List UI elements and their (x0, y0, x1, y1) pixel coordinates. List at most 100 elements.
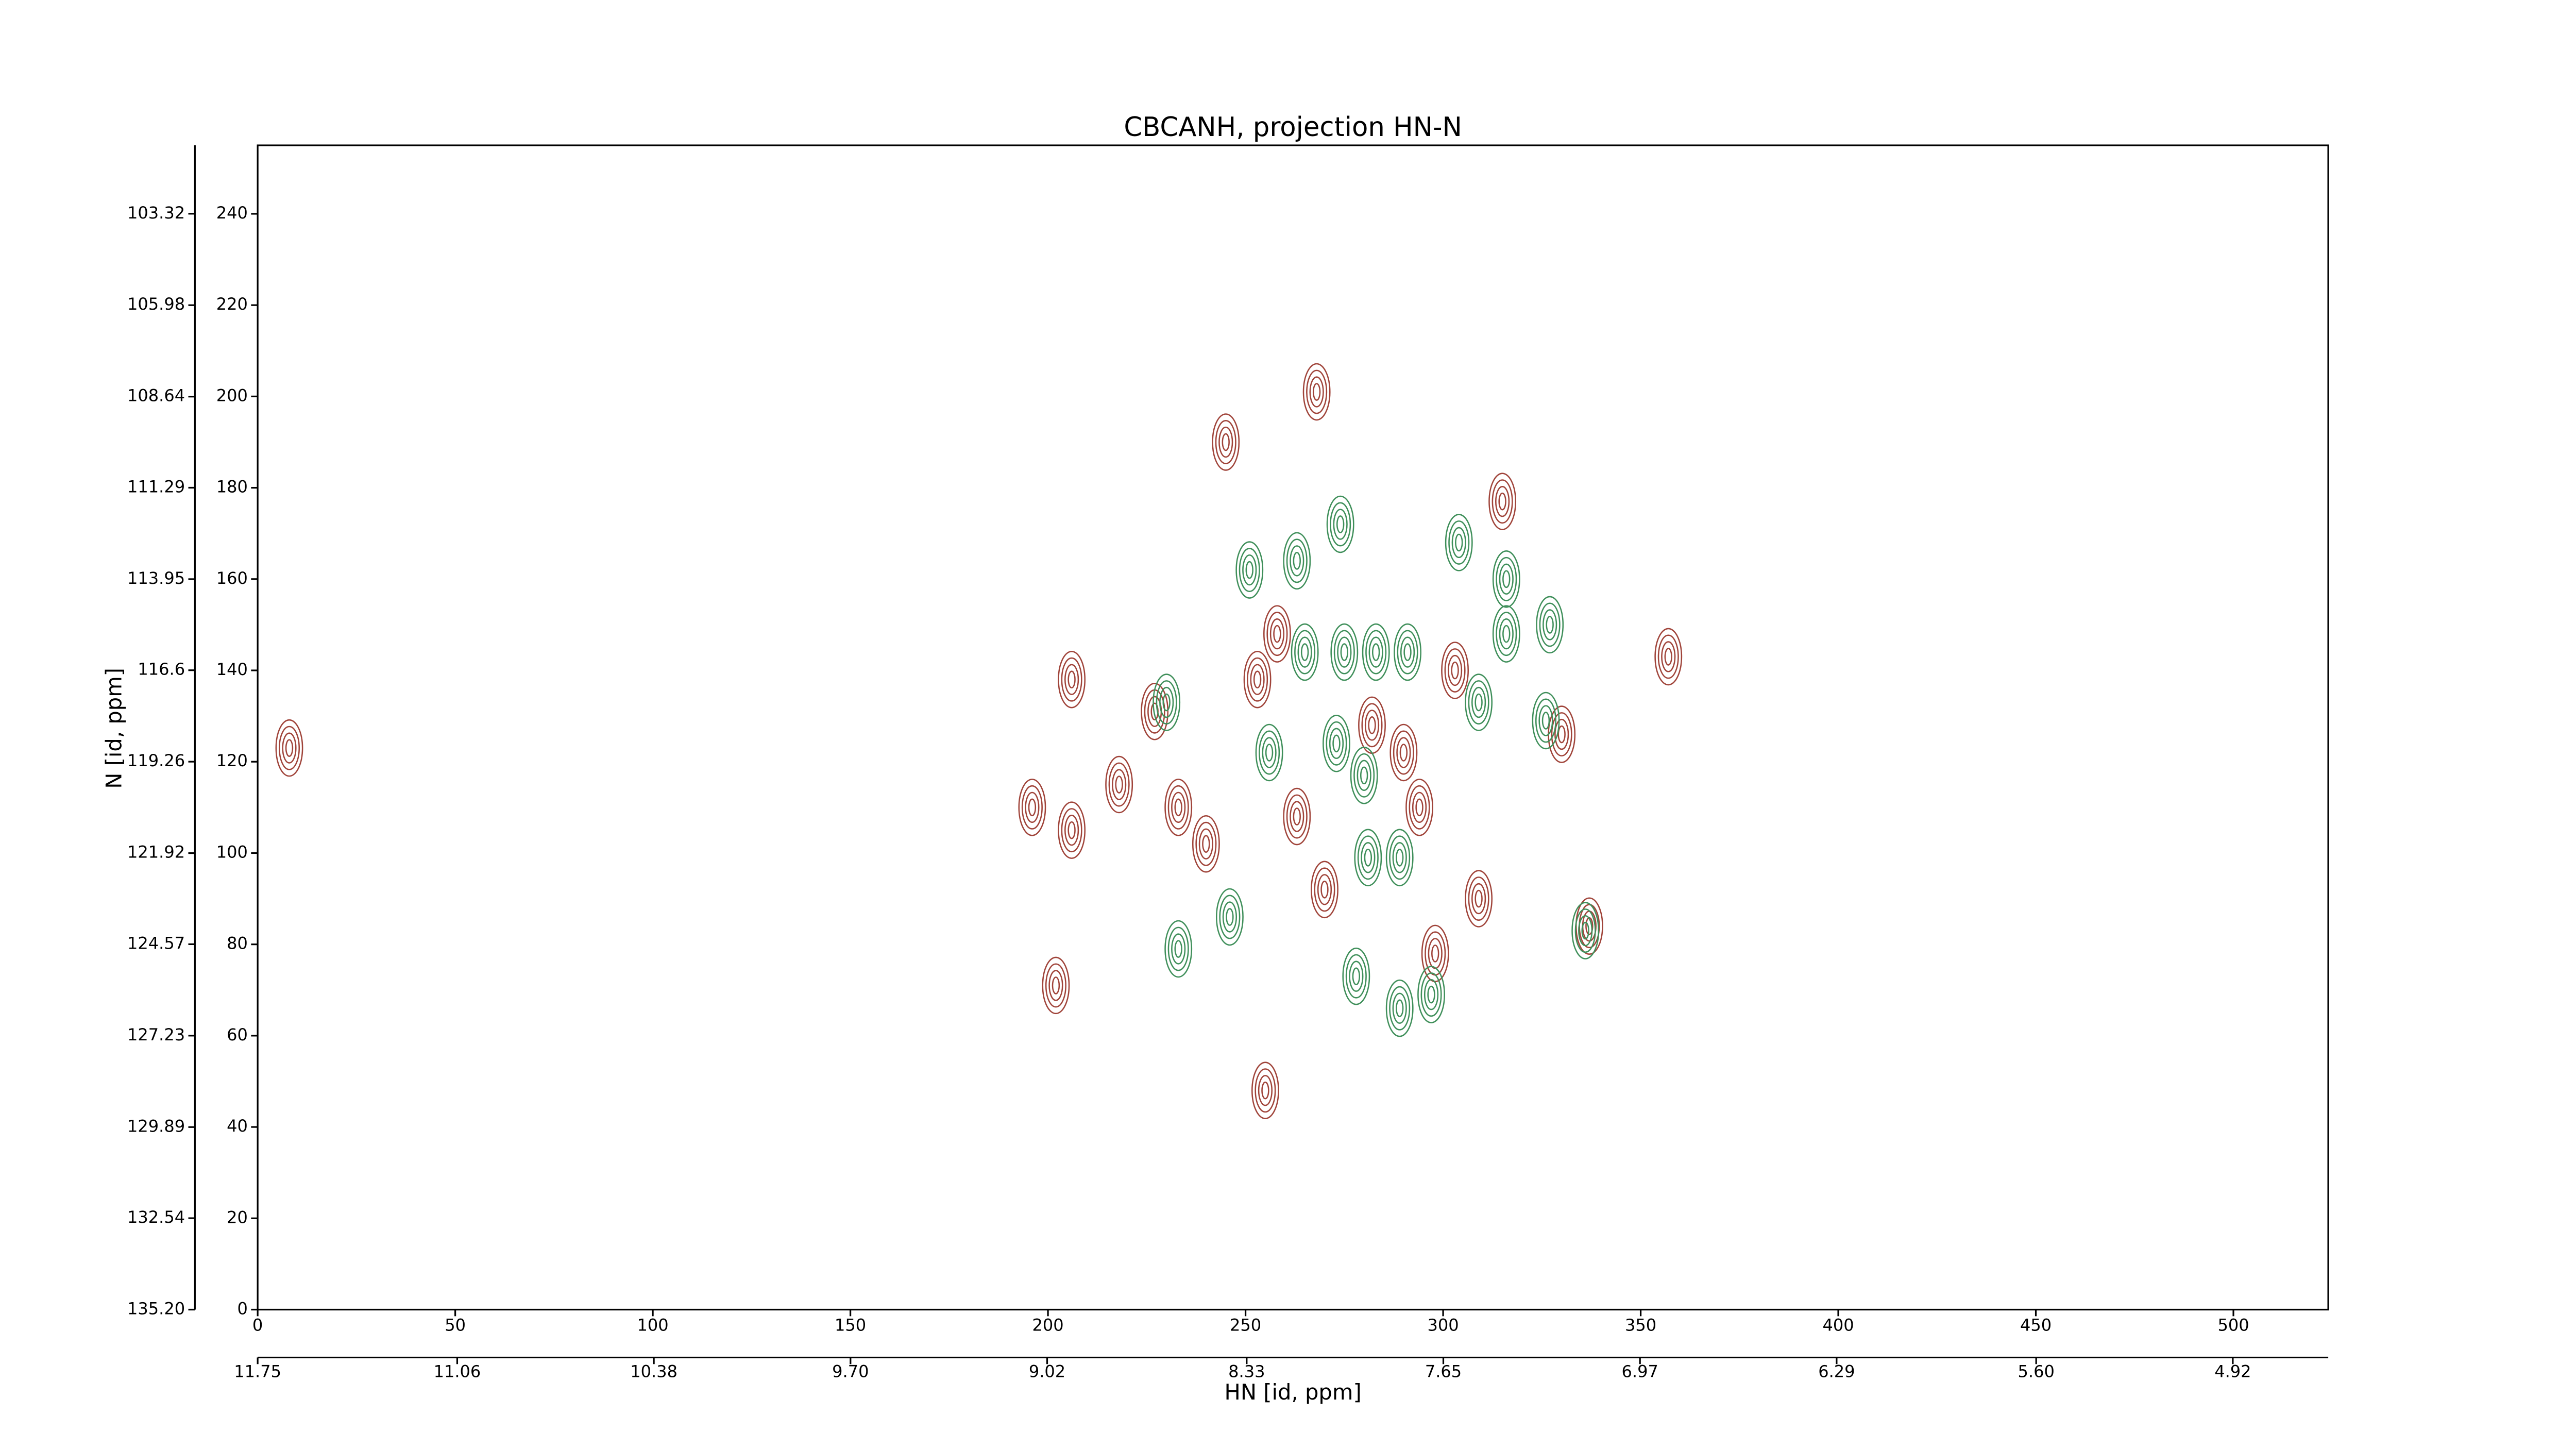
y-tick-label: 180 (216, 477, 248, 497)
contour-ring (1251, 1062, 1279, 1119)
contour-ring (275, 719, 303, 777)
peak (1153, 673, 1181, 731)
contour-ring (1105, 755, 1133, 814)
peak (1445, 514, 1473, 571)
contour-ring (1392, 992, 1407, 1024)
contour-ring (1405, 779, 1433, 836)
contour-ring (1329, 728, 1344, 759)
contour-ring (1108, 762, 1130, 807)
contour-ring (1554, 718, 1569, 750)
contour-ring (1243, 650, 1272, 709)
contour-ring (1397, 630, 1418, 675)
peak (1421, 924, 1449, 983)
contour-ring (1283, 532, 1311, 590)
peak (1492, 550, 1520, 608)
contour-ring (1417, 966, 1445, 1023)
peak (1291, 623, 1319, 681)
x2-tick-label: 7.65 (1425, 1361, 1462, 1381)
contour-ring (1167, 926, 1189, 971)
peak (1058, 650, 1086, 709)
contour-ring (1441, 642, 1469, 699)
contour-ring (1222, 901, 1237, 933)
contour-ring (1488, 473, 1517, 530)
contour-ring (1326, 721, 1347, 766)
peak (1358, 696, 1386, 754)
x-tick-label: 0 (252, 1316, 263, 1335)
contour-ring (1255, 1068, 1276, 1113)
contour-ring (1352, 967, 1361, 985)
contour-ring (1215, 888, 1244, 946)
contour-ring (1492, 479, 1513, 524)
contour-ring (1021, 785, 1043, 830)
peak (1018, 779, 1046, 836)
contour-ring (1532, 692, 1560, 750)
contour-ring (1361, 842, 1376, 873)
contour-ring (1262, 737, 1277, 768)
contour-ring (1385, 829, 1414, 887)
peak (1302, 363, 1331, 421)
contour-ring (1357, 760, 1371, 791)
peak (1571, 902, 1600, 959)
contour-ring (1399, 744, 1408, 762)
contour-ring (1330, 623, 1359, 681)
x-axis-label: HN [id, ppm] (1225, 1379, 1362, 1405)
contour-ring (1451, 661, 1459, 680)
contour-ring (1475, 889, 1483, 908)
x-tick-label: 200 (1032, 1316, 1064, 1335)
y-tick-label: 120 (216, 751, 248, 770)
contour-ring (1323, 715, 1350, 772)
y2-tick-label: 116.6 (138, 660, 185, 679)
contour-ring (1326, 495, 1354, 553)
contour-ring (1164, 779, 1193, 836)
contour-ring (1365, 630, 1387, 675)
contour-ring (1162, 693, 1171, 712)
contour-ring (285, 739, 294, 757)
contour-ring (1058, 801, 1086, 859)
contour-ring (1250, 664, 1265, 695)
contour-ring (1317, 874, 1332, 905)
x2-tick-label: 11.06 (434, 1361, 481, 1381)
contour-ring (1265, 744, 1274, 762)
contour-ring (1337, 636, 1352, 668)
x2-tick-label: 5.60 (2018, 1361, 2055, 1381)
peak (1385, 979, 1414, 1037)
x-tick-label: 150 (835, 1316, 866, 1335)
contour-ring (1171, 933, 1186, 965)
contour-ring (1320, 881, 1329, 899)
peak (1326, 495, 1354, 553)
contour-ring (1571, 902, 1600, 959)
contour-ring (1226, 908, 1234, 926)
contour-ring (1174, 798, 1182, 817)
peak (1255, 723, 1283, 782)
peak (1215, 888, 1244, 946)
contour-ring (1311, 861, 1338, 919)
contour-ring (1350, 747, 1378, 804)
contour-ring (1364, 710, 1380, 741)
contour-ring (1261, 1081, 1269, 1100)
contour-ring (1171, 791, 1186, 823)
contour-ring (1361, 703, 1383, 748)
contour-ring (1067, 821, 1076, 839)
contour-ring (1423, 979, 1439, 1010)
contour-ring (1159, 686, 1174, 718)
contour-ring (1294, 630, 1316, 675)
contour-ring (1290, 545, 1304, 577)
y-tick-label: 200 (216, 385, 248, 405)
peak (1441, 642, 1469, 699)
contour-ring (1492, 605, 1520, 663)
contour-ring (1444, 648, 1466, 693)
contour-ring (1342, 947, 1370, 1005)
peak (1488, 473, 1517, 530)
y2-tick-label: 105.98 (127, 294, 185, 314)
contour-ring (1332, 734, 1341, 753)
contour-ring (1286, 538, 1308, 583)
contour-ring (1061, 808, 1082, 853)
contour-ring (1574, 908, 1596, 953)
peak (1405, 779, 1433, 836)
contour-ring (1428, 938, 1443, 969)
contour-ring (1654, 628, 1683, 686)
contour-ring (1269, 618, 1285, 650)
contour-ring (1354, 829, 1382, 887)
contour-ring (1471, 883, 1486, 915)
